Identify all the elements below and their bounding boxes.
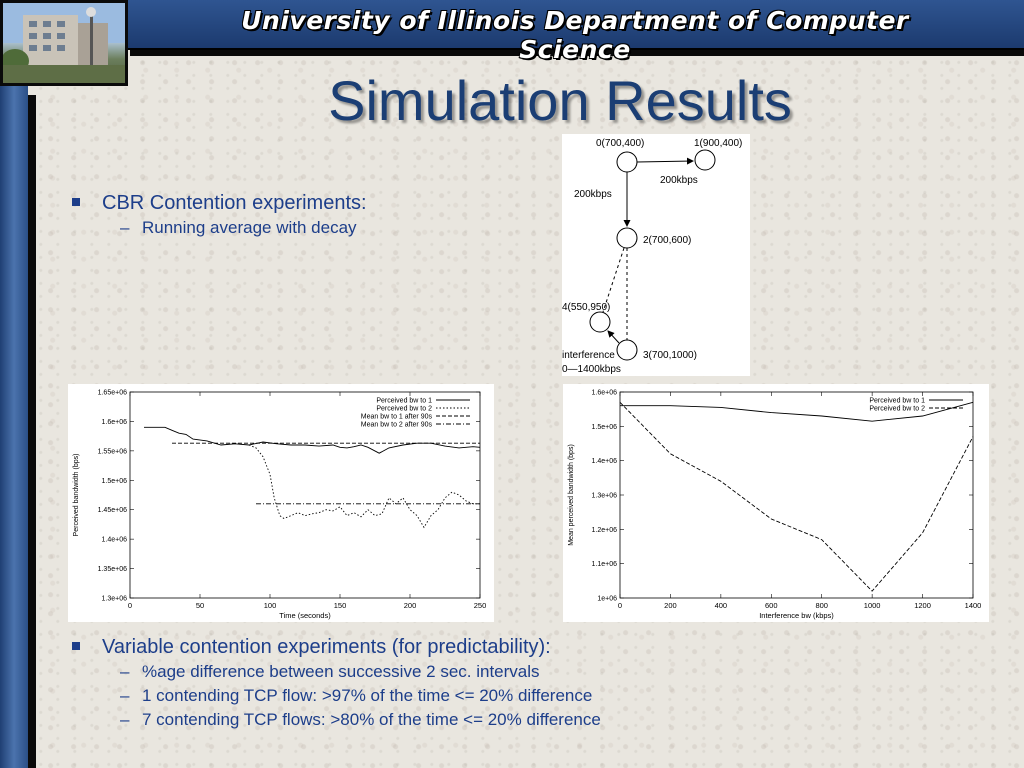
left-bar-shadow	[28, 95, 36, 768]
y-tick-label: 1.6e+06	[592, 390, 618, 397]
y-tick-label: 1.4e+06	[592, 458, 618, 465]
bullet-cbr: CBR Contention experiments:	[72, 192, 367, 215]
chart-2-svg: 0 200 400 600 800 1000 1200 1400 1e+06 1.1e+06 1.2…	[568, 390, 982, 621]
topology-diagram: 0(700,400) 1(900,400) 2(700,600) 3(700,1…	[562, 134, 750, 376]
plot-frame	[129, 391, 481, 599]
sub-bullet-text: %age difference between successive 2 sec…	[142, 662, 540, 681]
node-2	[616, 227, 638, 249]
bullet-square-icon	[72, 197, 80, 206]
sub-bullet-text: 7 contending TCP flows: >80% of the time…	[142, 710, 601, 729]
legend-entry-2: Perceived bw to 2	[376, 406, 432, 413]
y-tick-label: 1.2e+06	[592, 527, 618, 534]
x-tick-label: 100	[264, 601, 277, 610]
edge-3-4	[607, 330, 620, 344]
y-axis-label: Mean perceived bandwidth (bps)	[568, 444, 575, 546]
x-tick-label: 200	[664, 601, 677, 610]
x-axis-label: Time (seconds)	[279, 611, 331, 620]
y-tick-label: 1e+06	[597, 596, 617, 603]
chart-bandwidth-vs-interference: 0 200 400 600 800 1000 1200 1400 1e+06 1.1e+06 1.2…	[563, 384, 989, 622]
y-tick-label: 1.35e+06	[98, 566, 127, 573]
x-tick-label: 1400	[965, 601, 982, 610]
sub-bullet-seven-tcp: –7 contending TCP flows: >80% of the tim…	[120, 710, 601, 729]
node-1	[694, 149, 716, 171]
legend-entry-1: Perceived bw to 1	[376, 398, 432, 405]
x-tick-label: 1200	[914, 601, 931, 610]
interference-label: interference	[562, 350, 615, 361]
x-tick-label: 200	[404, 601, 417, 610]
y-tick-label: 1.65e+06	[98, 390, 127, 397]
node-4	[589, 311, 611, 333]
edge-0-1-label: 200kbps	[660, 175, 698, 186]
sub-bullet-running-average: – Running average with decay	[120, 218, 357, 237]
node-2-label: 2(700,600)	[643, 235, 691, 246]
legend-entry-1: Perceived bw to 1	[869, 398, 925, 405]
x-tick-label: 250	[474, 601, 487, 610]
node-0	[616, 151, 638, 173]
x-tick-label: 400	[715, 601, 728, 610]
edge-0-1	[636, 157, 694, 165]
series-line-2	[619, 401, 974, 592]
sub-bullet-percentage: – %age difference between successive 2 se…	[120, 662, 540, 681]
y-tick-label: 1.5e+06	[102, 478, 128, 485]
node-4-label: 4(550,950)	[562, 302, 610, 313]
x-tick-label: 1000	[864, 601, 881, 610]
x-tick-label: 150	[334, 601, 347, 610]
x-tick-label: 800	[815, 601, 828, 610]
sub-bullet-text: 1 contending TCP flow: >97% of the time …	[142, 686, 593, 705]
bullet-square-icon	[72, 641, 80, 650]
sub-bullet-one-tcp: –1 contending TCP flow: >97% of the time…	[120, 686, 593, 705]
legend-entry-4: Mean bw to 2 after 90s	[361, 422, 433, 429]
edge-0-2-label: 200kbps	[574, 189, 612, 200]
series-line-1	[620, 401, 974, 422]
y-tick-label: 1.1e+06	[592, 561, 618, 568]
x-tick-label: 0	[128, 601, 132, 610]
header-shadow	[130, 50, 1024, 56]
legend-entry-3: Mean bw to 1 after 90s	[361, 414, 433, 421]
sub-bullet-text: Running average with decay	[142, 218, 357, 237]
bullet-variable-contention: Variable contention experiments (for pre…	[72, 636, 551, 659]
y-tick-label: 1.3e+06	[102, 596, 128, 603]
y-tick-label: 1.6e+06	[102, 419, 128, 426]
x-axis-label: Interference bw (kbps)	[759, 611, 834, 620]
plot-frame	[619, 391, 974, 599]
series-line-1	[144, 426, 481, 454]
y-axis-label: Perceived bandwidth (bps)	[73, 454, 80, 537]
y-tick-label: 1.55e+06	[98, 448, 127, 455]
left-bar	[0, 0, 28, 768]
node-1-label: 1(900,400)	[694, 138, 742, 149]
node-3-label: 3(700,1000)	[643, 350, 697, 361]
bullet-text: CBR Contention experiments:	[102, 192, 367, 214]
slide-title: Simulation Results	[328, 69, 792, 132]
x-tick-label: 0	[618, 601, 622, 610]
y-tick-label: 1.5e+06	[592, 424, 618, 431]
x-tick-label: 50	[196, 601, 204, 610]
y-tick-label: 1.4e+06	[102, 537, 128, 544]
x-tick-label: 600	[765, 601, 778, 610]
y-tick-label: 1.3e+06	[592, 493, 618, 500]
node-0-label: 0(700,400)	[596, 138, 644, 149]
chart-bandwidth-over-time: 0 50 100 150 200 250 1.3e+06 1.35e+06 1.4e+06 1.4…	[68, 384, 494, 622]
node-3	[616, 339, 638, 361]
header-bar	[0, 0, 1024, 50]
y-tick-label: 1.45e+06	[98, 507, 127, 514]
edge-2-4	[602, 247, 625, 313]
chart-1-svg: 0 50 100 150 200 250 1.3e+06 1.35e+06 1.4e+06 1.4…	[73, 390, 487, 621]
legend-entry-2: Perceived bw to 2	[869, 406, 925, 413]
building-photo	[0, 0, 128, 86]
bullet-text: Variable contention experiments (for pre…	[102, 636, 551, 658]
banner-title: University of Illinois Department of Com…	[241, 6, 909, 64]
interference-range: 0—1400kbps	[562, 364, 621, 375]
series-line-2	[248, 444, 480, 529]
